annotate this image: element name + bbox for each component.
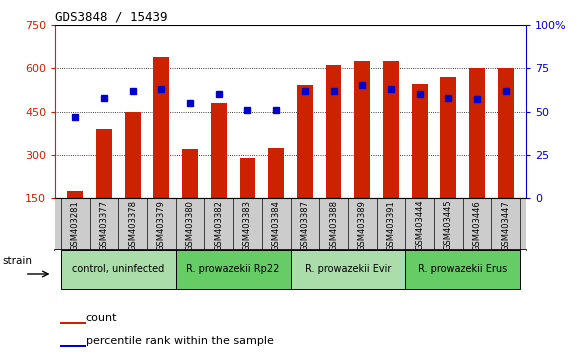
Bar [60,345,86,347]
Text: GSM403384: GSM403384 [272,200,281,251]
Bar [125,112,141,242]
Text: GSM403391: GSM403391 [386,200,396,251]
Bar [96,129,112,242]
Text: GSM403378: GSM403378 [128,200,137,251]
Bar [326,65,342,242]
Bar [182,149,198,242]
Bar [268,148,284,242]
Bar [239,158,255,242]
Text: R. prowazekii Rp22: R. prowazekii Rp22 [187,264,280,274]
Bar [67,191,83,242]
Text: GSM403388: GSM403388 [329,200,338,251]
Text: GSM403281: GSM403281 [71,200,80,251]
Bar [60,322,86,324]
Text: count: count [86,313,117,323]
Text: GSM403380: GSM403380 [185,200,195,251]
Text: GSM403446: GSM403446 [472,200,482,251]
Bar [440,77,456,242]
Text: GDS3848 / 15439: GDS3848 / 15439 [55,11,168,24]
Text: GSM403387: GSM403387 [300,200,309,251]
Bar [498,68,514,242]
Bar [383,61,399,242]
Bar [211,103,227,242]
Text: percentile rank within the sample: percentile rank within the sample [86,336,274,346]
Text: GSM403444: GSM403444 [415,200,424,250]
Bar [354,61,370,242]
Text: GSM403379: GSM403379 [157,200,166,251]
Bar [153,57,169,242]
Bar [469,68,485,242]
Bar [175,250,290,289]
Bar [412,84,428,242]
Bar [61,250,175,289]
Text: strain: strain [3,256,33,266]
Text: GSM403377: GSM403377 [99,200,109,251]
Bar [406,250,520,289]
Text: control, uninfected: control, uninfected [72,264,164,274]
Text: R. prowazekii Evir: R. prowazekii Evir [304,264,391,274]
Bar [297,85,313,242]
Text: GSM403389: GSM403389 [358,200,367,251]
Text: GSM403383: GSM403383 [243,200,252,251]
Text: GSM403382: GSM403382 [214,200,223,251]
Bar [290,250,406,289]
Text: GSM403447: GSM403447 [501,200,510,251]
Text: R. prowazekii Erus: R. prowazekii Erus [418,264,507,274]
Text: GSM403445: GSM403445 [444,200,453,250]
